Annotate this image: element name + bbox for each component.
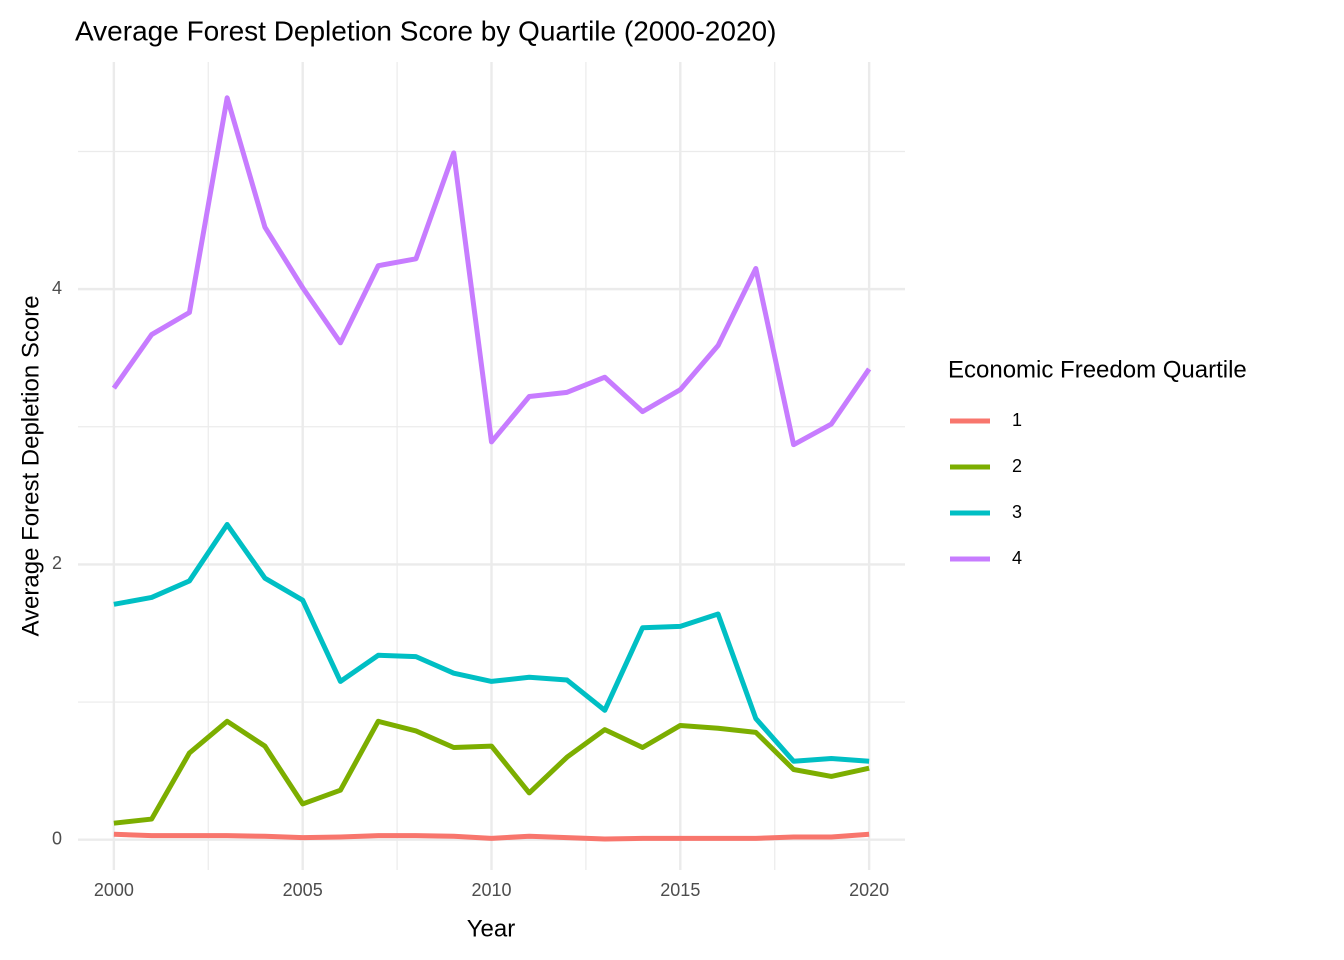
x-tick-label: 2000 [94,880,134,900]
legend-label: 1 [1012,410,1022,430]
series-line [113,522,870,764]
legend-label: 3 [1012,502,1022,522]
x-tick-label: 2005 [283,880,323,900]
legend-label: 4 [1012,548,1022,568]
y-axis-title: Average Forest Depletion Score [17,295,44,636]
series-line [111,95,872,448]
legend-title: Economic Freedom Quartile [948,356,1247,383]
x-axis-title: Year [467,915,516,942]
x-tick-label: 2015 [660,880,700,900]
series-line [113,831,870,842]
y-tick-label: 0 [52,828,62,848]
y-tick-label: 4 [52,278,62,298]
chart-title: Average Forest Depletion Score by Quarti… [75,15,776,46]
series-line [113,718,870,826]
y-tick-label: 2 [52,553,62,573]
x-tick-label: 2020 [849,880,889,900]
x-tick-label: 2010 [471,880,511,900]
legend-label: 2 [1012,456,1022,476]
